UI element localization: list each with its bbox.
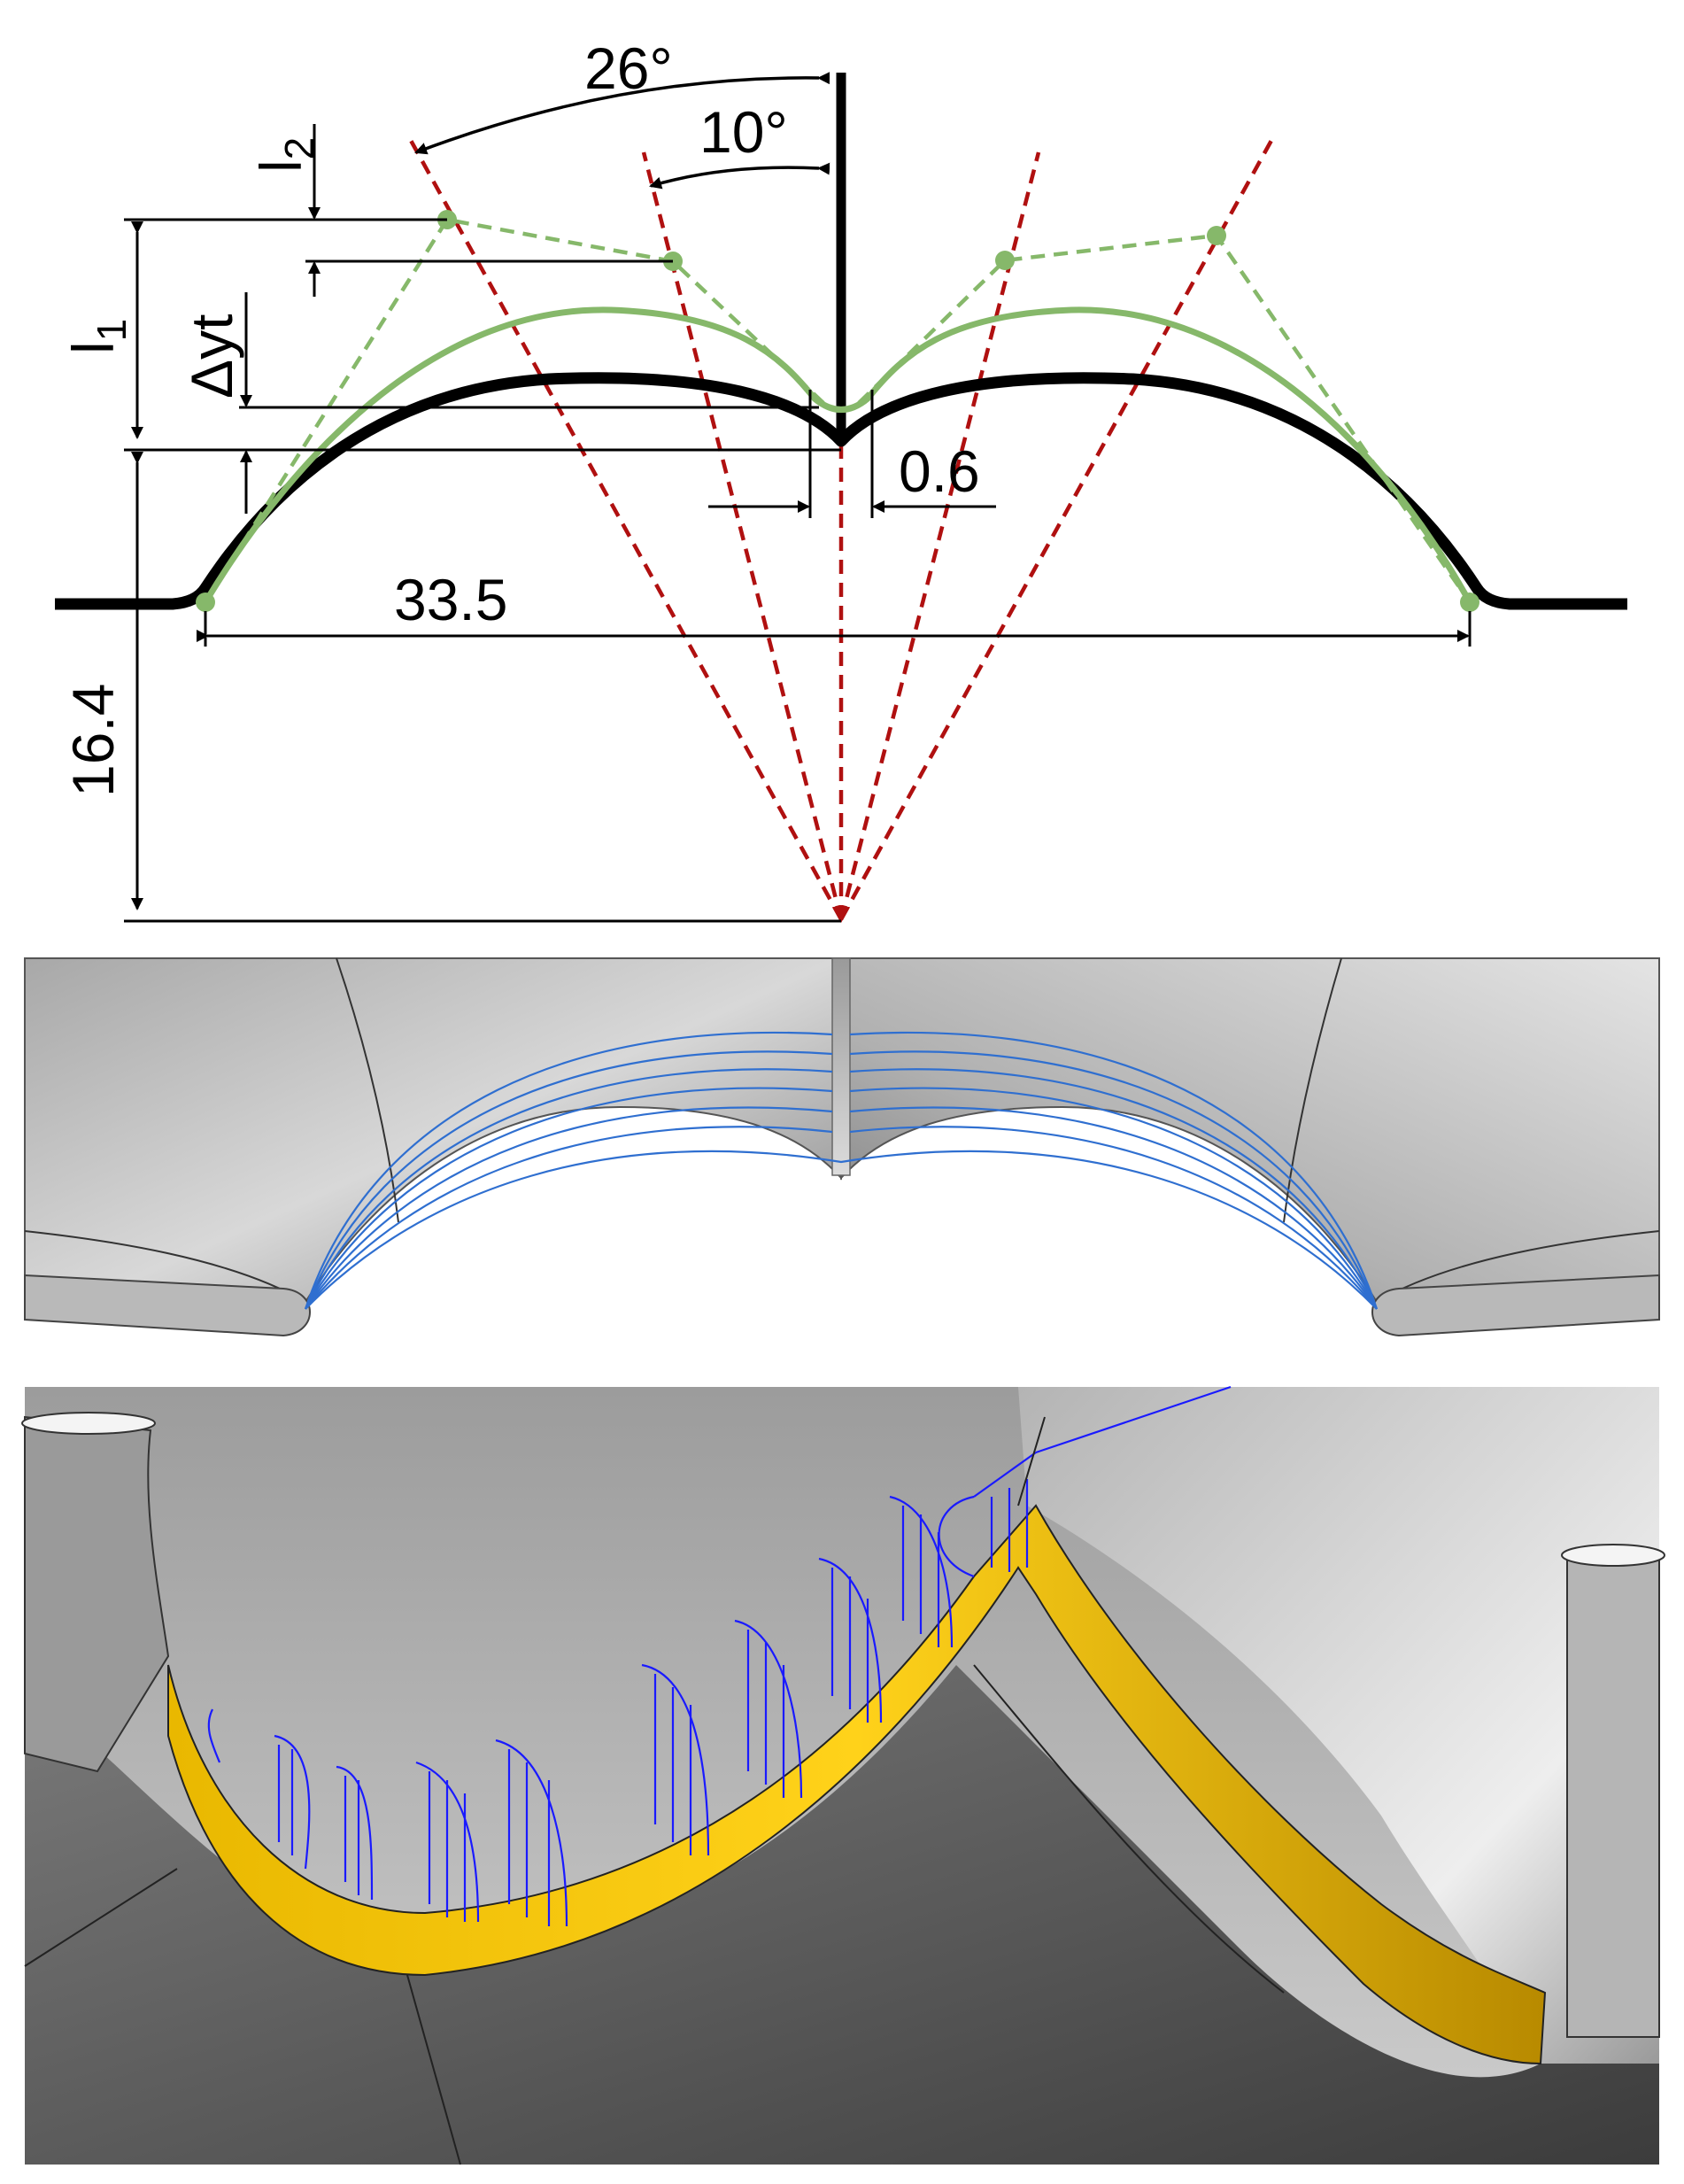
right-tube-opening [1561, 1544, 1665, 1567]
label-angle-10: 10° [699, 99, 788, 165]
label-l2: l2 [248, 137, 322, 173]
ray-left-outer [407, 136, 843, 921]
arc-10-deg [649, 162, 830, 190]
ray-right-inner [838, 151, 1041, 920]
label-radius: 16.4 [60, 684, 126, 797]
arc-26-deg [414, 72, 830, 155]
render-bottom-panel [21, 1385, 1665, 2165]
ray-origin-marker [832, 907, 850, 923]
label-angle-26: 26° [584, 35, 673, 101]
right-blade-face [1018, 1387, 1659, 2064]
bezier-profile [202, 306, 1473, 604]
label-width: 33.5 [394, 567, 507, 632]
label-l1: l1 [60, 319, 135, 354]
control-polygon [204, 217, 1472, 604]
right-lip [1371, 1274, 1660, 1337]
floor-surface [25, 1665, 1659, 2165]
render-top-panel [24, 957, 1660, 1337]
fillet-band [167, 1504, 1547, 2065]
right-tube [1566, 1550, 1660, 2038]
left-tube-opening [21, 1412, 156, 1435]
label-gap: 0.6 [899, 438, 980, 504]
left-lip [24, 1274, 311, 1337]
extension-lines [124, 218, 1472, 923]
left-tube [24, 1415, 170, 1773]
label-delta-yt: Δyt [179, 314, 244, 399]
center-seam [831, 957, 851, 1176]
schematic-panel: 26° 10° l1 l2 Δyt [55, 35, 1627, 923]
radial-rays [407, 136, 1275, 921]
curve-family [304, 1031, 1379, 1310]
ray-right-outer [839, 136, 1275, 921]
ray-left-inner [641, 151, 844, 920]
velocity-profiles [207, 1385, 1232, 1927]
